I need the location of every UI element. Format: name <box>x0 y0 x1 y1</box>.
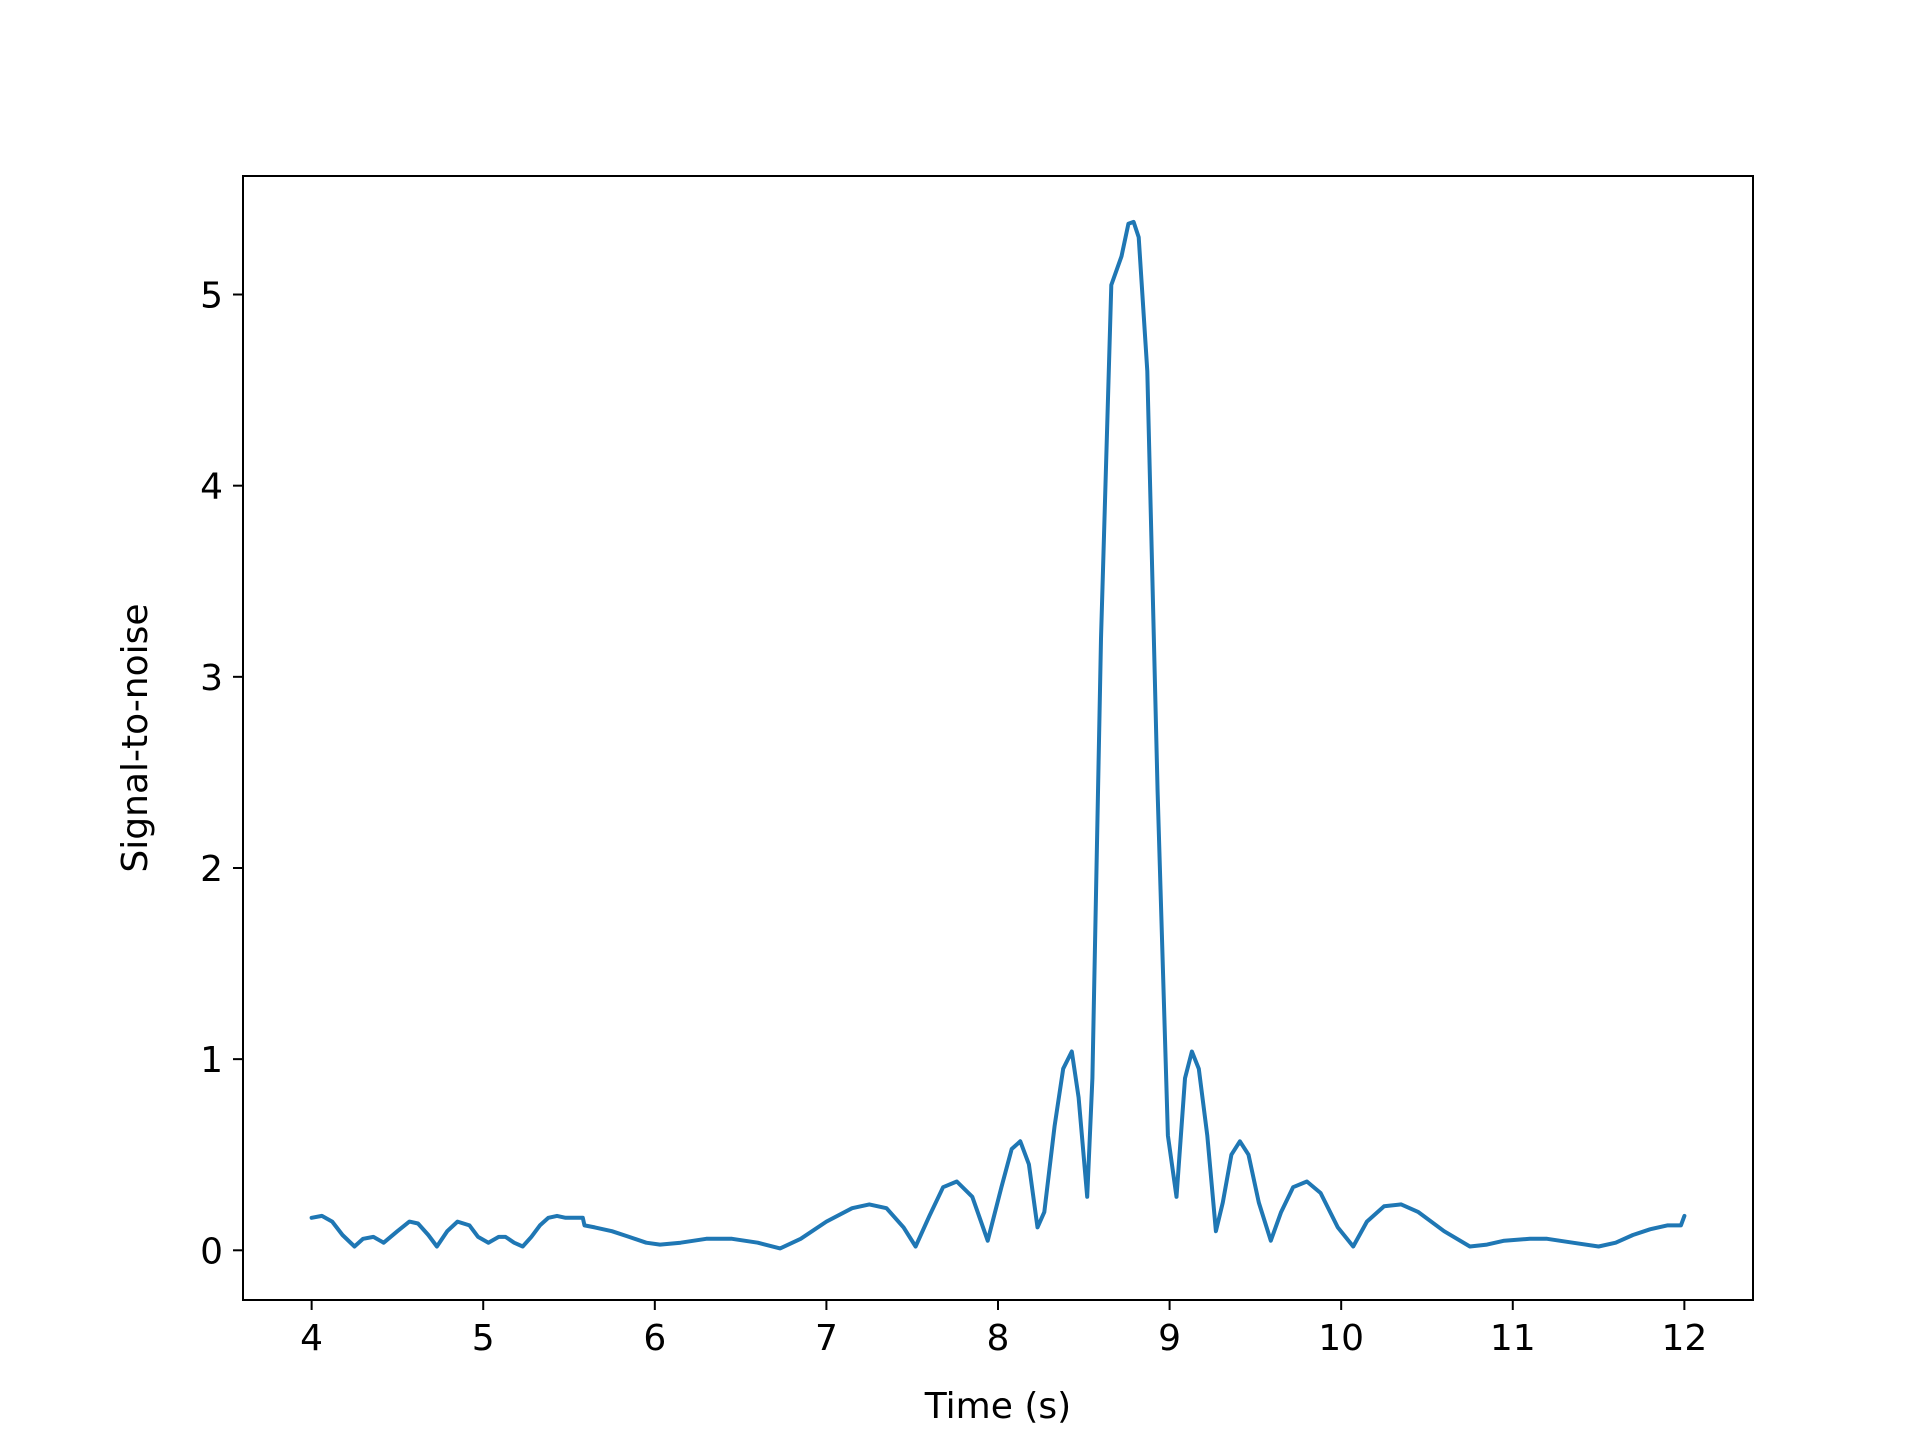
y-tick-label: 3 <box>200 658 223 699</box>
y-axis-ticks: 0 1 2 3 4 5 <box>200 276 243 1272</box>
axes-frame <box>242 175 1754 1301</box>
x-tick-label: 12 <box>1661 1318 1707 1359</box>
x-tick-label: 7 <box>815 1318 838 1359</box>
x-axis-ticks: 4 5 6 7 8 9 10 11 12 <box>300 1300 1707 1359</box>
y-tick-label: 1 <box>200 1040 223 1081</box>
y-tick-label: 5 <box>200 276 223 317</box>
x-tick-label: 5 <box>472 1318 495 1359</box>
x-axis-label: Time (s) <box>924 1386 1071 1427</box>
x-tick-label: 6 <box>643 1318 666 1359</box>
y-tick-label: 2 <box>200 849 223 890</box>
x-tick-label: 10 <box>1318 1318 1364 1359</box>
series-line-0 <box>309 219 1687 1251</box>
x-tick-label: 4 <box>300 1318 323 1359</box>
y-axis-label: Signal-to-noise <box>115 603 156 872</box>
plot-area <box>309 219 1687 1251</box>
x-tick-label: 11 <box>1490 1318 1536 1359</box>
y-tick-label: 0 <box>200 1231 223 1272</box>
y-tick-label: 4 <box>200 467 223 508</box>
x-tick-label: 9 <box>1158 1318 1181 1359</box>
x-tick-label: 8 <box>987 1318 1010 1359</box>
